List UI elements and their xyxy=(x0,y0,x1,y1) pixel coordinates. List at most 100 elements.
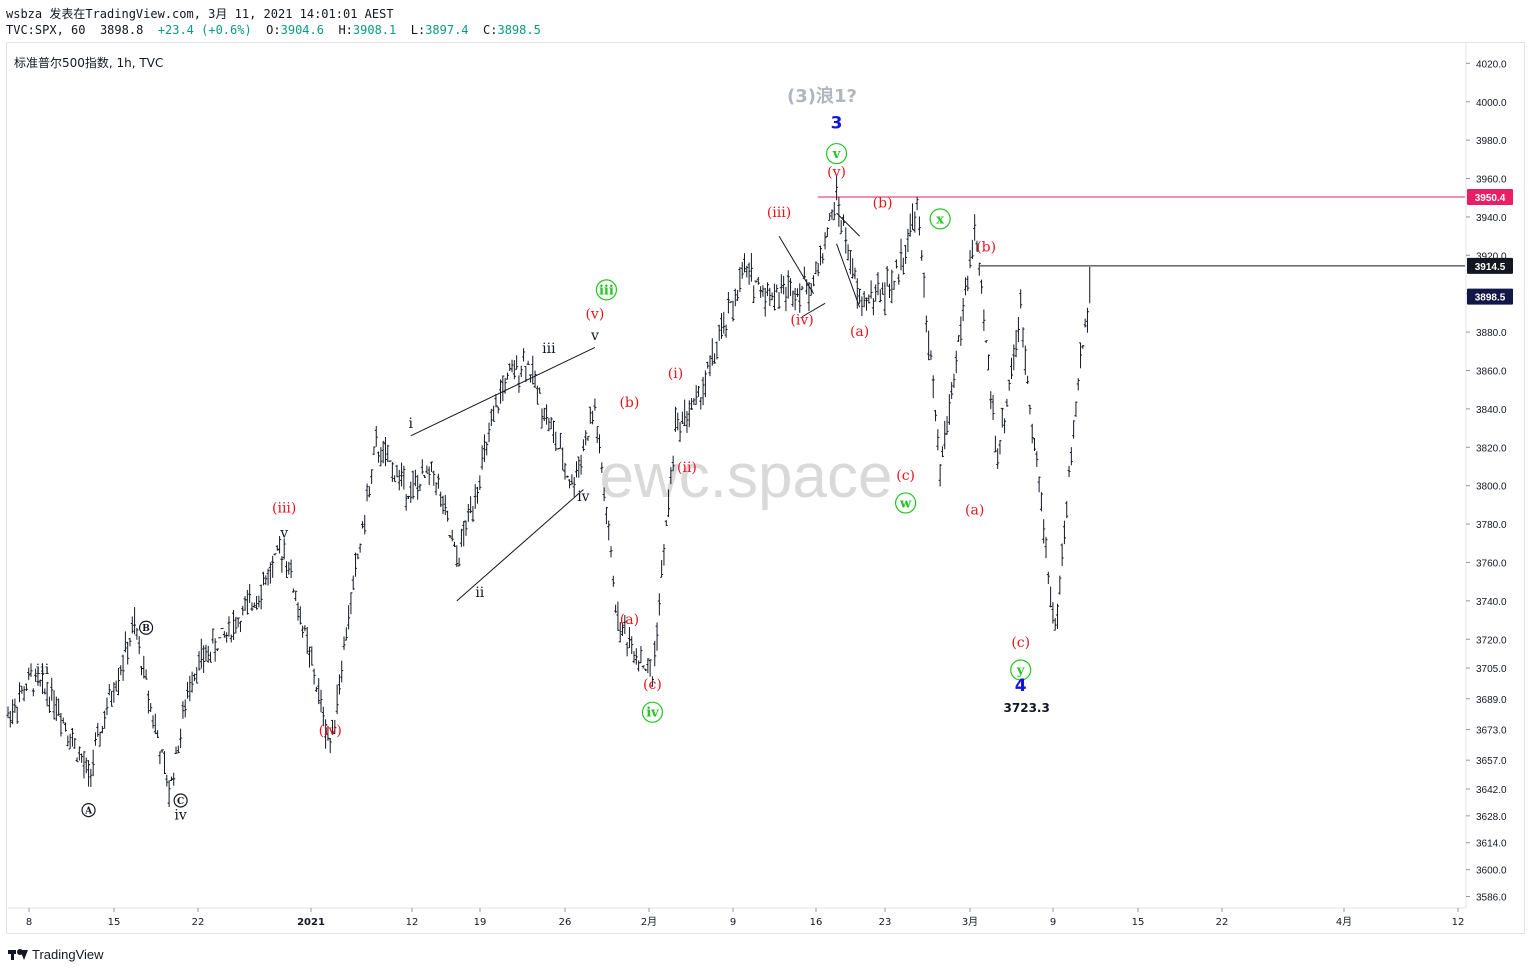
wave-label: (a) xyxy=(850,324,869,340)
price-bar xyxy=(639,646,643,664)
wave-label: (c) xyxy=(643,677,662,693)
price-bar xyxy=(775,284,779,293)
y-tick-label: 3860.0 xyxy=(1476,367,1507,378)
price-bar xyxy=(957,335,961,342)
price-bar xyxy=(961,298,965,321)
price-bar xyxy=(363,514,367,535)
price-bar xyxy=(947,394,951,425)
price-bar xyxy=(528,374,532,383)
price-bar xyxy=(52,690,56,720)
price-bar xyxy=(1005,398,1009,407)
y-tick-label: 3642.0 xyxy=(1476,785,1507,796)
price-bar xyxy=(11,699,15,725)
price-bar xyxy=(241,605,245,616)
price-bar xyxy=(476,486,480,504)
price-bar xyxy=(167,780,171,807)
price-bar xyxy=(660,560,664,578)
price-bar xyxy=(756,277,760,285)
price-bar xyxy=(158,751,162,765)
wave-label: (iii) xyxy=(272,501,296,517)
price-bar xyxy=(931,375,935,399)
price-bar xyxy=(160,749,164,753)
price-bar xyxy=(1076,378,1080,391)
price-bar xyxy=(174,746,178,755)
wave-label: (iv) xyxy=(319,723,342,739)
y-tick-label: 3614.0 xyxy=(1476,839,1507,850)
price-bar xyxy=(526,360,530,365)
trend-line xyxy=(836,212,860,237)
y-tick-label: 3940.0 xyxy=(1476,213,1507,224)
price-bar xyxy=(455,545,459,567)
price-bar xyxy=(312,668,316,685)
chart-frame[interactable] xyxy=(6,42,1525,934)
price-bar xyxy=(510,359,514,373)
wave-label: (b) xyxy=(976,239,996,255)
price-bar xyxy=(547,417,551,432)
price-bar xyxy=(646,658,650,674)
low-price-annotation: 3723.3 xyxy=(1004,701,1050,715)
price-bar xyxy=(973,214,977,241)
price-bar xyxy=(901,257,905,275)
price-bar xyxy=(473,484,477,509)
price-bar xyxy=(487,422,491,443)
price-bar xyxy=(248,583,252,604)
price-bar xyxy=(1046,571,1050,585)
price-bar xyxy=(644,668,648,671)
price-bar xyxy=(342,636,346,650)
price-bar xyxy=(655,622,659,651)
price-bar xyxy=(1051,602,1055,624)
price-bar xyxy=(846,244,850,261)
price-bar xyxy=(1085,307,1089,333)
price-bar xyxy=(1030,423,1034,444)
price-bar xyxy=(183,699,187,718)
price-bar xyxy=(291,588,295,593)
price-label: 3898.5 xyxy=(1475,293,1506,304)
price-bar xyxy=(505,372,509,380)
price-bar xyxy=(549,417,553,430)
price-bar xyxy=(8,710,12,728)
price-bar xyxy=(287,561,291,575)
price-bar xyxy=(492,405,496,422)
price-bar xyxy=(261,571,265,586)
price-bar xyxy=(673,406,677,432)
price-bar xyxy=(66,735,70,747)
price-bar xyxy=(169,776,173,781)
price-bar xyxy=(963,277,967,296)
price-bar xyxy=(328,737,332,754)
price-bar xyxy=(344,627,348,641)
price-bar xyxy=(998,440,1002,455)
price-bar xyxy=(977,262,981,276)
price-bar xyxy=(837,197,841,227)
price-bar xyxy=(911,203,915,231)
price-bar xyxy=(897,274,901,285)
price-bar xyxy=(427,466,431,486)
price-bar xyxy=(777,292,781,309)
price-bar xyxy=(278,536,282,554)
symbol-label: 标准普尔500指数, 1h, TVC xyxy=(14,56,164,70)
price-bar xyxy=(740,261,744,279)
y-tick-label: 3720.0 xyxy=(1476,635,1507,646)
price-bar xyxy=(676,412,680,431)
price-bar xyxy=(814,261,818,275)
price-bar xyxy=(252,602,256,608)
price-bar xyxy=(851,258,855,279)
x-tick-label: 16 xyxy=(810,917,823,928)
price-bar xyxy=(966,275,970,292)
price-bar xyxy=(561,447,565,471)
wave-label-circle xyxy=(138,620,154,635)
price-bar xyxy=(354,552,358,577)
price-bar xyxy=(82,751,86,779)
price-bar xyxy=(135,627,139,640)
wave-label-circle xyxy=(641,701,664,723)
wave-label-circle xyxy=(895,492,917,514)
watermark-text: ewc.space xyxy=(600,442,893,511)
price-bar xyxy=(680,411,684,424)
y-tick-label: 3840.0 xyxy=(1476,405,1507,416)
price-bar xyxy=(144,669,148,680)
price-bar xyxy=(986,354,990,371)
price-bar xyxy=(913,211,917,233)
wave-label: v xyxy=(832,147,841,162)
price-bar xyxy=(878,289,882,303)
price-bar xyxy=(209,651,213,663)
